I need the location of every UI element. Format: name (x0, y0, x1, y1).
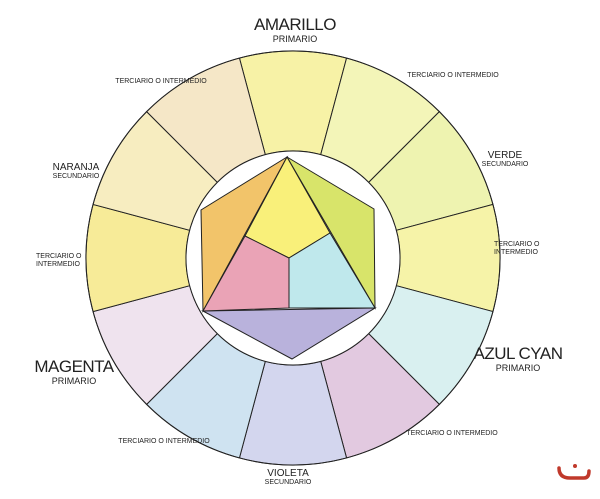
inner-violet (201, 307, 377, 360)
violeta-type: SECUNDARIO (264, 479, 312, 486)
logo-mark-icon (557, 464, 591, 480)
violeta-name: VIOLETA (267, 468, 309, 479)
label-violeta: VIOLETA SECUNDARIO (248, 468, 328, 487)
amarillo-type: PRIMARIO (272, 33, 318, 44)
label-verde: VERDE SECUNDARIO (470, 150, 540, 169)
label-azul-cyan: AZUL CYAN PRIMARIO (468, 344, 568, 374)
naranja-type: SECUNDARIO (52, 173, 100, 180)
label-terciario-left: TERCIARIO O INTERMEDIO (36, 253, 96, 268)
label-magenta: MAGENTA PRIMARIO (32, 357, 116, 387)
label-amarillo: AMARILLO PRIMARIO (240, 15, 350, 45)
outer-circle (85, 50, 501, 466)
azul-cyan-type: PRIMARIO (495, 362, 541, 373)
terciario-left-line1: TERCIARIO O (36, 253, 82, 260)
magenta-name: MAGENTA (34, 357, 114, 376)
inner-cyan (288, 232, 376, 309)
terciario-right-line1: TERCIARIO O (494, 241, 540, 248)
label-naranja: NARANJA SECUNDARIO (46, 162, 106, 181)
inner-green (286, 156, 376, 310)
label-terciario-top-left: TERCIARIO O INTERMEDIO (115, 78, 207, 85)
label-terciario-right: TERCIARIO O INTERMEDIO (494, 241, 554, 256)
terciario-left-line2: INTERMEDIO (36, 260, 80, 268)
label-terciario-top-right: TERCIARIO O INTERMEDIO (407, 72, 499, 79)
magenta-type: PRIMARIO (51, 375, 97, 386)
terciario-right-line2: INTERMEDIO (494, 248, 538, 256)
naranja-name: NARANJA (52, 162, 100, 173)
inner-orange (200, 155, 289, 313)
label-terciario-bottom-left: TERCIARIO O INTERMEDIO (118, 438, 210, 445)
label-terciario-bottom-right: TERCIARIO O INTERMEDIO (406, 430, 498, 437)
azul-cyan-name: AZUL CYAN (473, 344, 563, 363)
verde-type: SECUNDARIO (481, 161, 529, 168)
amarillo-name: AMARILLO (254, 15, 336, 34)
verde-name: VERDE (487, 150, 523, 161)
